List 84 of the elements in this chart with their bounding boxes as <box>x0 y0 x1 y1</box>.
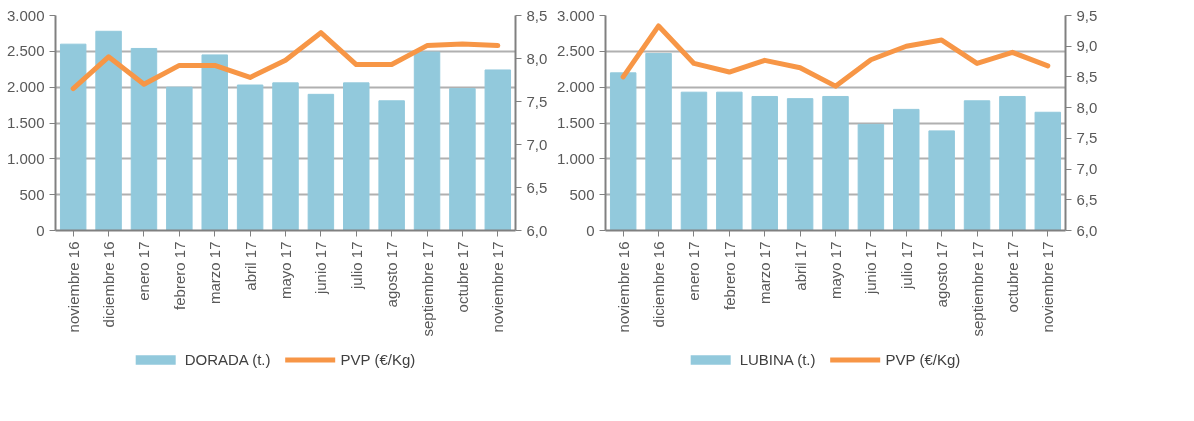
x-tick-label: abril 17 <box>791 241 809 291</box>
y2-tick-label: 7,5 <box>1076 129 1098 147</box>
bar <box>236 84 264 231</box>
bar <box>893 108 920 231</box>
bar <box>484 69 512 231</box>
legend-label: DORADA (t.) <box>184 350 271 368</box>
y-tick-label: 2.000 <box>6 78 45 96</box>
x-tick-label: octubre 17 <box>1003 241 1021 313</box>
bar <box>59 43 87 231</box>
y2-tick-label: 9,0 <box>1076 37 1098 55</box>
x-tick-label: noviembre 16 <box>614 241 632 333</box>
y-tick-label: 1.000 <box>6 149 45 167</box>
legend-label: PVP (€/Kg) <box>340 350 416 368</box>
y2-tick-label: 6,0 <box>526 221 548 239</box>
x-tick-label: mayo 17 <box>827 241 844 300</box>
bar <box>1034 111 1062 231</box>
y-tick-label: 1.000 <box>556 149 595 167</box>
x-tick-label: diciembre 16 <box>650 241 668 328</box>
bar <box>272 82 299 231</box>
y2-tick-label: 6,0 <box>1076 221 1098 239</box>
legend-label: PVP (€/Kg) <box>885 350 961 368</box>
x-tick-label: octubre 17 <box>453 241 471 313</box>
y2-tick-label: 8,5 <box>526 6 548 24</box>
bar <box>609 72 637 231</box>
y-tick-label: 500 <box>569 185 595 203</box>
y2-tick-label: 9,5 <box>1076 6 1098 24</box>
bar <box>201 54 228 231</box>
y-tick-label: 2.500 <box>6 42 45 60</box>
legend-label: LUBINA (t.) <box>739 350 816 368</box>
bar <box>307 93 335 231</box>
x-tick-label: junio 17 <box>862 241 880 296</box>
x-tick-label: enero 17 <box>685 241 703 301</box>
y-tick-label: 3.000 <box>556 6 595 24</box>
bar <box>95 30 122 231</box>
x-tick-label: noviembre 17 <box>1039 241 1057 333</box>
x-tick-label: marzo 17 <box>206 241 224 305</box>
x-tick-label: mayo 17 <box>277 241 294 300</box>
y2-tick-label: 6,5 <box>1076 190 1098 208</box>
x-tick-label: julio 17 <box>897 241 915 291</box>
y2-tick-label: 7,5 <box>526 92 548 110</box>
x-tick-label: junio 17 <box>312 241 330 296</box>
bar <box>343 82 370 231</box>
bar <box>166 86 193 231</box>
bar <box>786 98 814 231</box>
bar <box>716 91 743 231</box>
bar <box>822 95 849 231</box>
bar <box>378 100 405 231</box>
y-tick-label: 3.000 <box>6 6 45 24</box>
y2-tick-label: 8,0 <box>526 49 548 67</box>
bar <box>130 47 158 231</box>
y2-tick-label: 7,0 <box>1076 160 1098 178</box>
x-tick-label: agosto 17 <box>383 241 401 308</box>
x-tick-label: diciembre 16 <box>100 241 118 328</box>
x-tick-label: septiembre 17 <box>968 241 986 337</box>
x-tick-label: noviembre 17 <box>489 241 507 333</box>
x-tick-label: enero 17 <box>135 241 153 301</box>
y2-tick-label: 8,0 <box>1076 98 1098 116</box>
bar <box>413 51 441 231</box>
y2-tick-label: 7,0 <box>526 135 548 153</box>
x-tick-label: abril 17 <box>241 241 259 291</box>
y-tick-label: 0 <box>586 221 595 239</box>
x-tick-label: noviembre 16 <box>64 241 82 333</box>
bar <box>928 130 955 231</box>
y2-tick-label: 6,5 <box>526 178 548 196</box>
y-tick-label: 1.500 <box>6 114 45 131</box>
x-tick-label: julio 17 <box>347 241 365 291</box>
y-tick-label: 2.500 <box>556 42 595 60</box>
bar <box>963 100 991 231</box>
y-tick-label: 1.500 <box>556 114 595 131</box>
bar <box>449 88 476 231</box>
bar <box>999 95 1026 231</box>
bar <box>680 91 708 231</box>
x-tick-label: marzo 17 <box>756 241 774 305</box>
y-tick-label: 500 <box>19 185 45 203</box>
x-tick-label: febrero 17 <box>170 241 188 310</box>
y-tick-label: 2.000 <box>556 78 595 96</box>
x-tick-label: agosto 17 <box>933 241 951 308</box>
x-tick-label: febrero 17 <box>720 241 738 310</box>
y-tick-label: 0 <box>36 221 45 239</box>
y2-tick-label: 8,5 <box>1076 67 1098 85</box>
x-tick-label: septiembre 17 <box>418 241 436 337</box>
bar <box>857 123 885 231</box>
bar <box>645 52 672 231</box>
bar <box>751 95 778 231</box>
